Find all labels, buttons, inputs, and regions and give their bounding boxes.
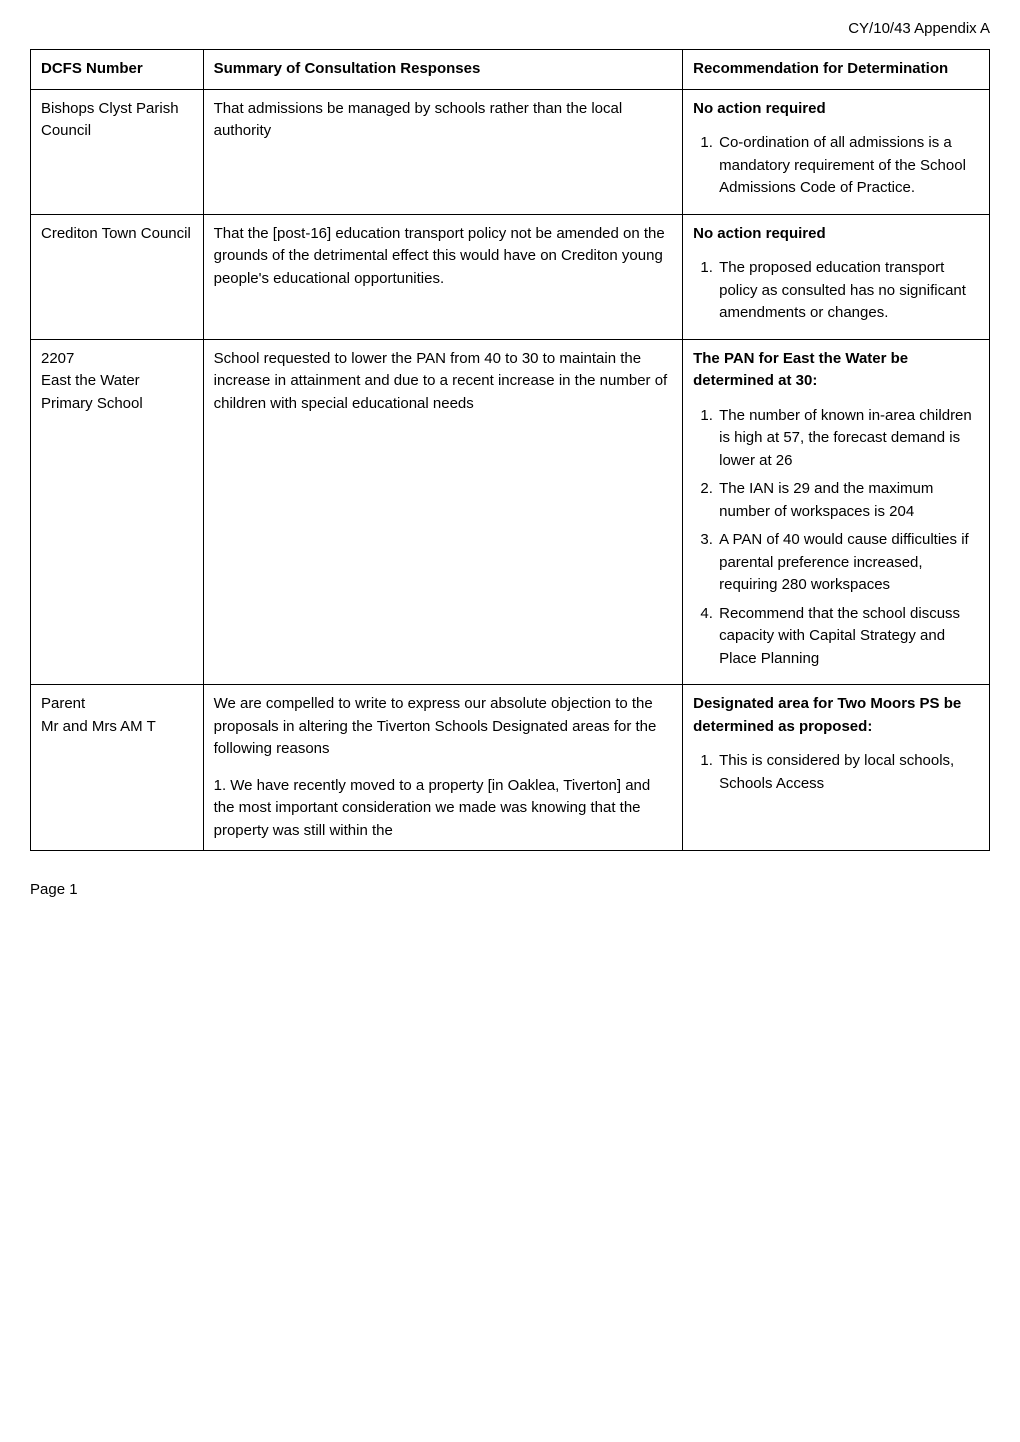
summary-para: We are compelled to write to express our…: [214, 693, 673, 761]
cell-dcfs: Bishops Clyst Parish Council: [31, 89, 204, 214]
cell-summary: That admissions be managed by schools ra…: [203, 89, 683, 214]
rec-item: Co-ordination of all admissions is a man…: [717, 132, 979, 200]
table-header-row: DCFS Number Summary of Consultation Resp…: [31, 50, 990, 90]
summary-para: 1. We have recently moved to a property …: [214, 775, 673, 843]
dcfs-code: 2207: [41, 350, 74, 367]
cell-recommendation: The PAN for East the Water be determined…: [683, 339, 990, 685]
cell-recommendation: No action required Co-ordination of all …: [683, 89, 990, 214]
rec-item: The IAN is 29 and the maximum number of …: [717, 478, 979, 523]
cell-dcfs: 2207 East the Water Primary School: [31, 339, 204, 685]
rec-item: A PAN of 40 would cause difficulties if …: [717, 529, 979, 597]
cell-dcfs: Crediton Town Council: [31, 214, 204, 339]
cell-dcfs: Parent Mr and Mrs AM T: [31, 685, 204, 851]
header-dcfs: DCFS Number: [31, 50, 204, 90]
dcfs-name: East the Water Primary School: [41, 372, 143, 412]
table-row: 2207 East the Water Primary School Schoo…: [31, 339, 990, 685]
cell-summary: We are compelled to write to express our…: [203, 685, 683, 851]
table-row: Bishops Clyst Parish Council That admiss…: [31, 89, 990, 214]
header-summary: Summary of Consultation Responses: [203, 50, 683, 90]
cell-recommendation: No action required The proposed educatio…: [683, 214, 990, 339]
cell-summary: School requested to lower the PAN from 4…: [203, 339, 683, 685]
appendix-reference: CY/10/43 Appendix A: [30, 20, 990, 37]
rec-heading: The PAN for East the Water be determined…: [693, 348, 979, 393]
cell-summary: That the [post-16] education transport p…: [203, 214, 683, 339]
table-row: Crediton Town Council That the [post-16]…: [31, 214, 990, 339]
rec-item: The number of known in-area children is …: [717, 405, 979, 473]
table-row: Parent Mr and Mrs AM T We are compelled …: [31, 685, 990, 851]
rec-item: Recommend that the school discuss capaci…: [717, 603, 979, 671]
header-recommendation: Recommendation for Determination: [683, 50, 990, 90]
consultation-table: DCFS Number Summary of Consultation Resp…: [30, 49, 990, 851]
rec-heading: No action required: [693, 223, 979, 246]
rec-heading: No action required: [693, 98, 979, 121]
rec-item: This is considered by local schools, Sch…: [717, 750, 979, 795]
page-number: Page 1: [30, 881, 990, 898]
dcfs-role: Parent: [41, 695, 85, 712]
cell-recommendation: Designated area for Two Moors PS be dete…: [683, 685, 990, 851]
rec-item: The proposed education transport policy …: [717, 257, 979, 325]
rec-heading: Designated area for Two Moors PS be dete…: [693, 693, 979, 738]
dcfs-name: Mr and Mrs AM T: [41, 718, 156, 735]
